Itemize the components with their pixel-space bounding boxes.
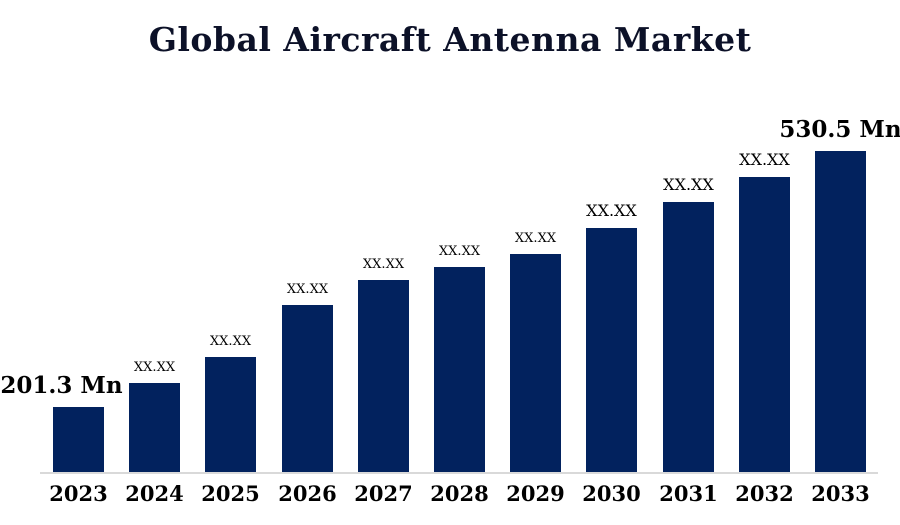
bar-2024 [129, 383, 180, 473]
bar-value-label-2030: XX.XX [586, 201, 637, 220]
bar-value-label-2026: XX.XX [286, 282, 329, 297]
bar-2027 [358, 280, 409, 473]
bar-2029 [510, 254, 561, 473]
x-tick-label-2033: 2033 [811, 481, 870, 506]
x-tick-label-2027: 2027 [354, 481, 413, 506]
bar-value-label-2032: XX.XX [739, 150, 790, 169]
bar-2023 [53, 407, 104, 473]
bar-2030 [586, 228, 637, 473]
bar-2033 [815, 151, 866, 473]
bar-value-label-2023: 201.3 Mn [0, 372, 123, 399]
x-tick-label-2025: 2025 [201, 481, 260, 506]
bar-2025 [205, 357, 256, 473]
bar-value-label-2027: XX.XX [362, 257, 405, 272]
bar-value-label-2031: XX.XX [663, 175, 714, 194]
bar-2031 [663, 202, 714, 473]
x-tick-label-2026: 2026 [278, 481, 337, 506]
bar-value-label-2028: XX.XX [438, 244, 481, 259]
bar-value-label-2025: XX.XX [209, 334, 252, 349]
x-tick-label-2024: 2024 [125, 481, 184, 506]
x-tick-label-2028: 2028 [430, 481, 489, 506]
bar-2032 [739, 177, 790, 473]
x-tick-label-2031: 2031 [659, 481, 718, 506]
x-axis-line [40, 472, 878, 474]
x-tick-label-2029: 2029 [506, 481, 565, 506]
x-tick-label-2023: 2023 [49, 481, 108, 506]
bar-value-label-2029: XX.XX [514, 231, 557, 246]
chart-title: Global Aircraft Antenna Market [148, 20, 752, 59]
bar-2026 [282, 305, 333, 473]
x-tick-label-2030: 2030 [582, 481, 641, 506]
bar-value-label-2033: 530.5 Mn [779, 116, 900, 143]
bar-value-label-2024: XX.XX [133, 360, 176, 375]
bar-2028 [434, 267, 485, 473]
x-tick-label-2032: 2032 [735, 481, 794, 506]
